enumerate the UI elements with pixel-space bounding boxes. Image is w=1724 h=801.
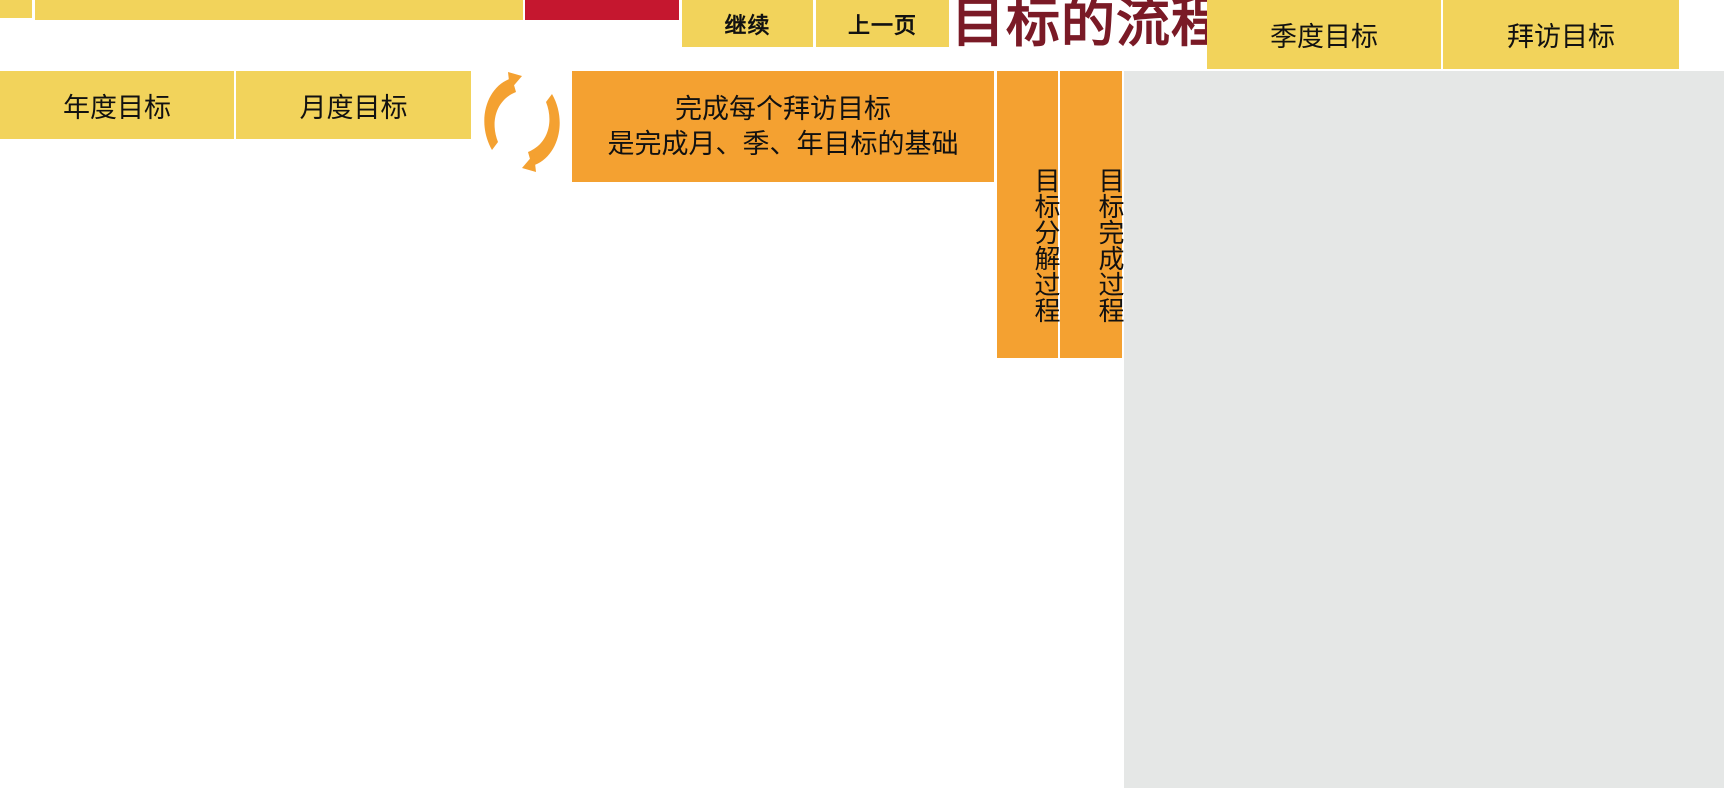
continue-button-label: 继续: [724, 13, 771, 39]
quarterly-goal-box: 季度目标: [1207, 0, 1441, 69]
callout-line-2: 是完成月、季、年目标的基础: [607, 128, 959, 160]
quarterly-goal-label: 季度目标: [1270, 22, 1378, 53]
top-bar-segment-left: [0, 0, 32, 18]
continue-button[interactable]: 继续: [682, 0, 813, 47]
callout-box: 完成每个拜访目标 是完成月、季、年目标的基础: [572, 71, 994, 182]
top-bar-segment-long: [35, 0, 523, 20]
top-bar-segment-red: [525, 0, 679, 20]
visit-goal-label: 拜访目标: [1507, 22, 1615, 53]
content-panel: [1124, 71, 1724, 788]
annual-goal-label: 年度目标: [63, 92, 171, 124]
completion-process-box: 目标完成过程: [1060, 71, 1124, 358]
callout-line-1: 完成每个拜访目标: [675, 93, 891, 125]
refresh-cycle-icon: [470, 70, 574, 174]
annual-goal-box: 年度目标: [0, 71, 234, 139]
completion-process-label: 目标完成过程: [1094, 166, 1124, 323]
visit-goal-box: 拜访目标: [1443, 0, 1679, 69]
decomposition-process-label: 目标分解过程: [1030, 166, 1060, 323]
page-title: 目标的流程: [951, 0, 1226, 54]
previous-page-button-label: 上一页: [847, 13, 917, 39]
decomposition-process-box: 目标分解过程: [997, 71, 1060, 358]
previous-page-button[interactable]: 上一页: [816, 0, 949, 47]
monthly-goal-box: 月度目标: [236, 71, 471, 139]
monthly-goal-label: 月度目标: [299, 92, 408, 124]
